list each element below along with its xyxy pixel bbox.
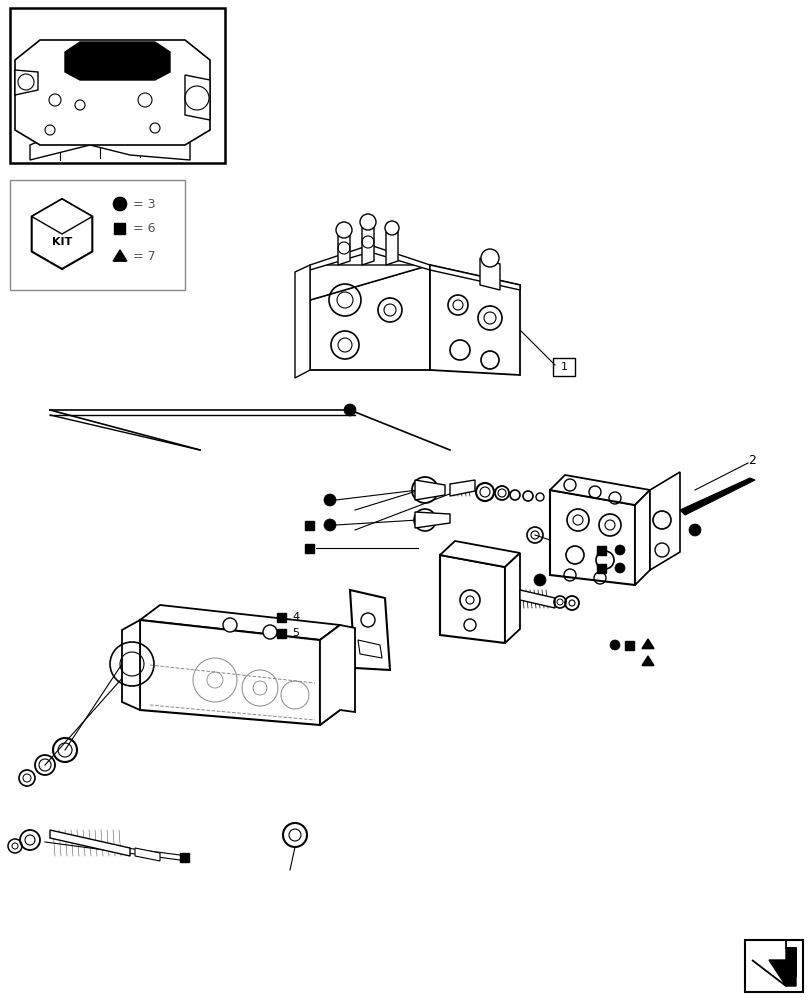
Polygon shape [122, 620, 139, 710]
Polygon shape [320, 625, 340, 725]
Bar [180, 853, 189, 862]
Text: 1: 1 [560, 362, 567, 372]
Circle shape [614, 563, 624, 573]
Bar [624, 641, 633, 650]
Text: 2: 2 [747, 454, 755, 466]
Circle shape [263, 625, 277, 639]
Bar [114, 223, 126, 233]
Bar [277, 612, 286, 621]
Polygon shape [337, 228, 350, 265]
Polygon shape [362, 222, 374, 265]
Bar [552, 358, 574, 376]
Text: 4: 4 [292, 612, 298, 622]
Polygon shape [440, 555, 504, 643]
Circle shape [384, 221, 398, 235]
Polygon shape [294, 265, 310, 378]
Polygon shape [135, 848, 160, 861]
Circle shape [609, 640, 620, 650]
Circle shape [113, 197, 127, 211]
Circle shape [534, 574, 545, 586]
Polygon shape [185, 75, 210, 120]
Polygon shape [768, 948, 795, 986]
Bar [10, 8, 225, 163]
Polygon shape [430, 265, 519, 290]
Circle shape [480, 249, 499, 267]
Bar [305, 544, 314, 552]
Polygon shape [440, 541, 519, 567]
Polygon shape [679, 478, 754, 515]
Text: 5: 5 [292, 628, 298, 638]
Polygon shape [414, 512, 449, 528]
Circle shape [223, 618, 237, 632]
Polygon shape [65, 42, 169, 80]
Circle shape [344, 404, 355, 416]
Polygon shape [504, 553, 519, 643]
Bar [305, 520, 314, 530]
Text: = 6: = 6 [133, 222, 156, 234]
Polygon shape [30, 120, 190, 160]
Circle shape [614, 545, 624, 555]
Text: = 3: = 3 [133, 198, 156, 211]
Polygon shape [32, 199, 92, 234]
Polygon shape [449, 480, 474, 496]
Bar [744, 940, 802, 992]
Circle shape [689, 524, 700, 536]
Bar [597, 564, 606, 572]
Bar [277, 629, 286, 638]
Polygon shape [519, 590, 554, 608]
Polygon shape [358, 640, 381, 658]
Circle shape [336, 222, 351, 238]
Circle shape [324, 519, 336, 531]
Circle shape [359, 214, 375, 230]
Circle shape [324, 494, 336, 506]
Polygon shape [32, 199, 92, 269]
Polygon shape [385, 228, 397, 265]
Polygon shape [549, 475, 649, 505]
Polygon shape [310, 265, 430, 370]
Polygon shape [479, 258, 500, 290]
Polygon shape [113, 250, 127, 261]
Polygon shape [310, 245, 430, 270]
Polygon shape [634, 490, 649, 585]
Bar [597, 546, 606, 554]
Polygon shape [642, 656, 653, 666]
Polygon shape [642, 639, 653, 649]
Polygon shape [414, 480, 444, 500]
Polygon shape [350, 590, 389, 670]
Bar [10, 180, 185, 290]
Polygon shape [15, 70, 38, 95]
Polygon shape [549, 490, 634, 585]
Polygon shape [649, 472, 679, 570]
Text: = 7: = 7 [133, 250, 156, 263]
Polygon shape [751, 940, 795, 986]
Polygon shape [15, 40, 210, 145]
Polygon shape [50, 830, 130, 856]
Text: KIT: KIT [52, 237, 72, 247]
Polygon shape [320, 625, 354, 725]
Polygon shape [430, 265, 519, 375]
Polygon shape [139, 605, 340, 640]
Polygon shape [139, 620, 320, 725]
Polygon shape [310, 265, 430, 300]
